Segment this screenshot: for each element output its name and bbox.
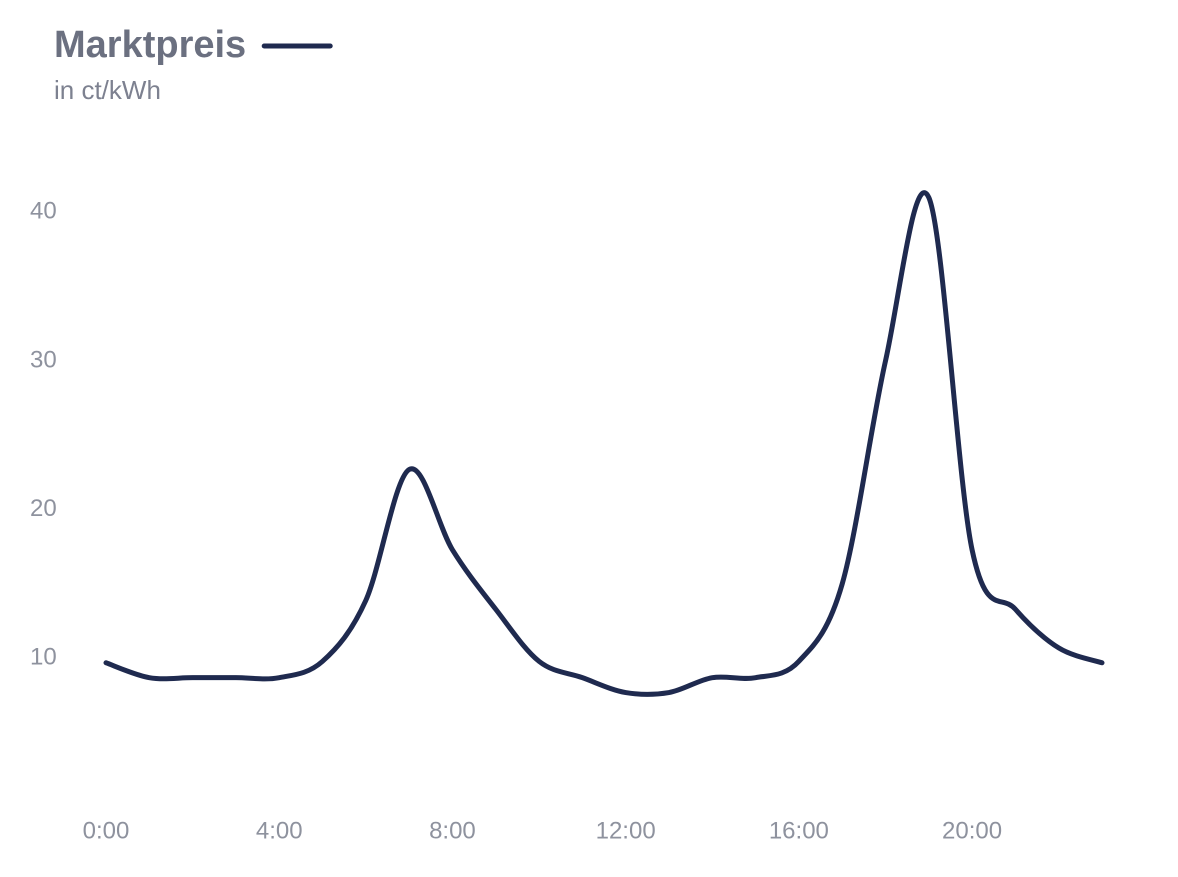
x-tick-label: 0:00 (83, 817, 130, 844)
x-tick-label: 12:00 (596, 817, 656, 844)
line (103, 190, 1105, 697)
y-tick-label: 40 (30, 198, 57, 225)
x-tick-label: 8:00 (429, 817, 476, 844)
x-tick-label: 16:00 (769, 817, 829, 844)
x-tick-label: 20:00 (942, 817, 1002, 844)
x-tick-label: 4:00 (256, 817, 303, 844)
legend-label: Marktpreis (54, 24, 246, 66)
y-axis-unit: in ct/kWh (54, 75, 161, 105)
y-tick-label: 30 (30, 346, 57, 373)
y-tick-label: 10 (30, 644, 57, 671)
y-tick-label: 20 (30, 495, 57, 522)
